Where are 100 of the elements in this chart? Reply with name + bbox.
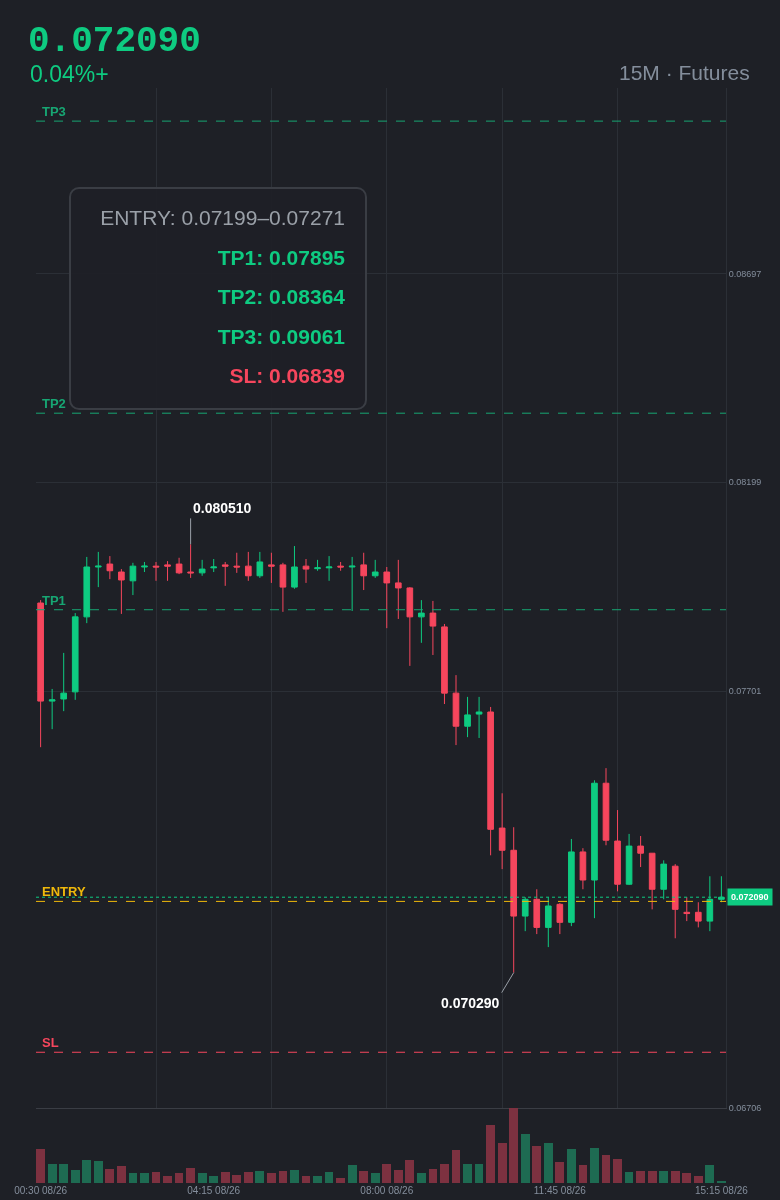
x-tick-label: 15:15 08/26 <box>694 1185 749 1196</box>
annotation: TP1: 0.07895 <box>217 245 345 270</box>
y-tick-label: 0.07701 <box>728 686 762 697</box>
bar <box>267 1172 276 1183</box>
bar <box>140 1172 149 1183</box>
candlestick <box>141 561 148 573</box>
bar <box>555 1162 565 1183</box>
ref-line-label: 0.072090 <box>731 892 769 902</box>
candlestick <box>487 706 494 856</box>
bar <box>659 1171 669 1183</box>
candlestick <box>614 809 621 892</box>
ref-line-label: ENTRY <box>42 884 86 899</box>
x-tick-label: 08:00 08/26 <box>360 1185 414 1196</box>
x-tick-label: 04:15 08/26 <box>187 1185 241 1196</box>
candlestick <box>498 792 506 870</box>
x-tick-label: 00:30 08/26 <box>14 1185 68 1196</box>
candlestick <box>637 835 644 868</box>
candlestick <box>37 599 44 748</box>
candlestick <box>94 551 102 588</box>
bar <box>105 1168 115 1183</box>
bar <box>451 1150 461 1183</box>
annotation: 0.080510 <box>193 500 252 516</box>
candlestick <box>279 562 287 613</box>
bar <box>47 1164 57 1183</box>
bar <box>209 1176 219 1183</box>
candlestick <box>314 559 321 572</box>
bar <box>82 1159 92 1183</box>
bar <box>578 1165 588 1183</box>
bar <box>359 1171 369 1183</box>
bar <box>36 1149 45 1183</box>
bar <box>301 1176 311 1183</box>
bar <box>428 1168 438 1183</box>
bar <box>220 1171 230 1183</box>
bar <box>497 1142 507 1183</box>
candlestick <box>302 558 310 584</box>
x-tick-label: 11:45 08/26 <box>533 1185 587 1196</box>
y-tick-label: 0.06706 <box>728 1103 762 1114</box>
candlestick <box>510 826 518 974</box>
annotation: SL: 0.06839 <box>229 364 345 388</box>
candlestick <box>383 566 391 629</box>
candlestick <box>291 545 298 590</box>
candlestick <box>648 852 656 910</box>
candlestick <box>83 556 91 624</box>
y-tick-label: 0.08697 <box>728 268 762 279</box>
bar <box>197 1173 207 1183</box>
bar <box>647 1171 657 1183</box>
candlestick <box>441 623 448 705</box>
candlestick <box>337 561 344 572</box>
bar <box>543 1143 553 1183</box>
candlestick <box>464 696 471 738</box>
bar <box>174 1173 184 1183</box>
bar <box>255 1171 265 1183</box>
bar <box>117 1165 126 1183</box>
candlestick <box>683 896 691 922</box>
candlestick <box>221 561 229 587</box>
bar <box>336 1177 345 1183</box>
bar <box>382 1164 392 1183</box>
candlestick <box>475 696 483 739</box>
candlestick <box>129 562 137 596</box>
bar <box>670 1171 680 1183</box>
bar <box>393 1170 403 1183</box>
candlestick <box>579 847 587 890</box>
candlestick <box>198 559 206 577</box>
bar <box>59 1164 69 1183</box>
chart-title: 0.072090 <box>28 20 201 62</box>
bar <box>313 1176 322 1183</box>
bar <box>590 1147 599 1183</box>
bar <box>705 1165 715 1183</box>
text: 15M · Futures <box>619 61 750 84</box>
bar <box>693 1175 703 1183</box>
candlestick <box>106 555 114 580</box>
candlestick <box>256 551 264 579</box>
candlestick <box>210 558 218 573</box>
bar <box>232 1174 242 1183</box>
bar <box>532 1146 542 1183</box>
bar <box>70 1170 80 1183</box>
bar <box>347 1165 357 1183</box>
candlestick <box>71 612 79 701</box>
candlestick <box>694 901 702 928</box>
annotation: 0.070290 <box>441 995 500 1011</box>
y-tick-label: 0.08199 <box>728 477 762 488</box>
candlestick <box>268 552 275 584</box>
candlestick <box>556 902 564 935</box>
candlestick <box>152 561 160 582</box>
bar <box>463 1163 472 1183</box>
bar <box>717 1180 726 1183</box>
bar <box>474 1164 484 1183</box>
bar <box>486 1125 495 1183</box>
bar <box>243 1171 253 1183</box>
candlestick <box>233 552 241 574</box>
annotation: TP3: 0.09061 <box>217 324 345 349</box>
bar <box>93 1161 103 1183</box>
bar <box>601 1155 611 1183</box>
candlestick <box>394 559 402 620</box>
bar <box>682 1173 692 1183</box>
bar <box>417 1173 426 1183</box>
annotation: TP2: 0.08364 <box>217 285 345 309</box>
bar <box>613 1159 622 1183</box>
candlestick <box>418 599 425 644</box>
candlestick <box>371 559 379 579</box>
